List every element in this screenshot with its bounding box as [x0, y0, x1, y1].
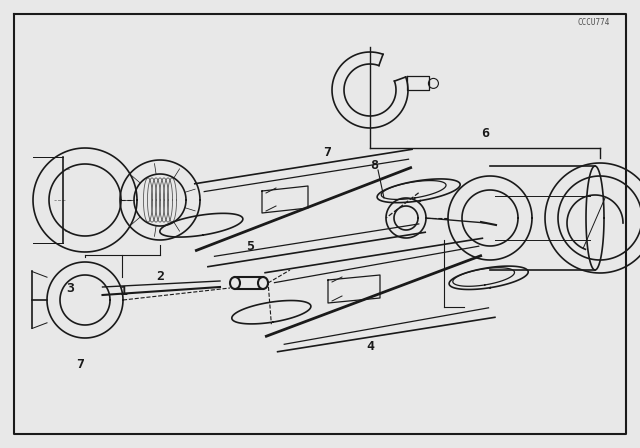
- Text: 1: 1: [120, 285, 128, 298]
- Text: 5: 5: [246, 240, 254, 253]
- Text: 6: 6: [481, 127, 489, 140]
- Text: 3: 3: [66, 282, 74, 295]
- Text: 7: 7: [323, 146, 331, 159]
- Text: CCCU774: CCCU774: [578, 18, 610, 27]
- Text: 4: 4: [366, 340, 374, 353]
- Text: 8: 8: [370, 159, 378, 172]
- Text: 2: 2: [156, 270, 164, 283]
- Text: 7: 7: [76, 358, 84, 371]
